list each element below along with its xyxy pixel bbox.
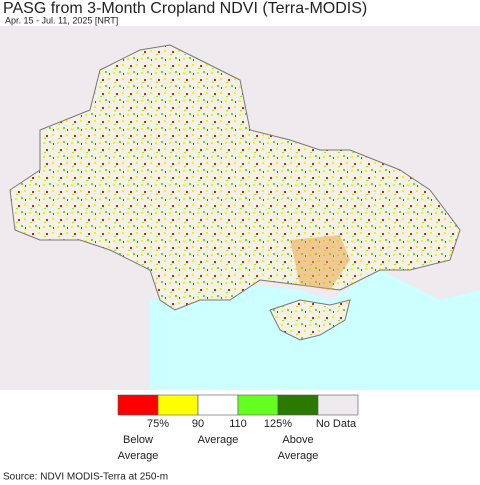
dry-area — [290, 235, 350, 290]
source: Source: NDVI MODIS-Terra at 250-m — [3, 472, 168, 483]
title: PASG from 3-Month Cropland NDVI (Terra-M… — [3, 0, 367, 17]
subtitle: Apr. 15 - Jul. 11, 2025 [NRT] — [5, 15, 118, 25]
legend-label: 75% — [147, 418, 169, 430]
legend-label: 90 — [192, 418, 204, 430]
country-region — [9, 44, 461, 311]
legend-swatch — [157, 394, 199, 416]
legend-swatch — [317, 394, 359, 416]
legend-swatch — [197, 394, 239, 416]
legend-caption: Above — [282, 434, 313, 446]
legend-swatch — [237, 394, 279, 416]
crimea — [269, 299, 351, 341]
legend-caption: Average — [198, 434, 239, 446]
legend-swatch — [277, 394, 319, 416]
legend-label: 110 — [229, 418, 247, 430]
legend-label: No Data — [316, 418, 357, 430]
legend-caption: Average — [278, 450, 319, 462]
legend: 75% 90 110 125% No Data Below Average Average Ab… — [117, 394, 359, 462]
legend-label: 125% — [264, 418, 292, 430]
legend-caption: Below — [123, 434, 153, 446]
legend-swatch — [117, 394, 159, 416]
legend-caption: Average — [118, 450, 159, 462]
